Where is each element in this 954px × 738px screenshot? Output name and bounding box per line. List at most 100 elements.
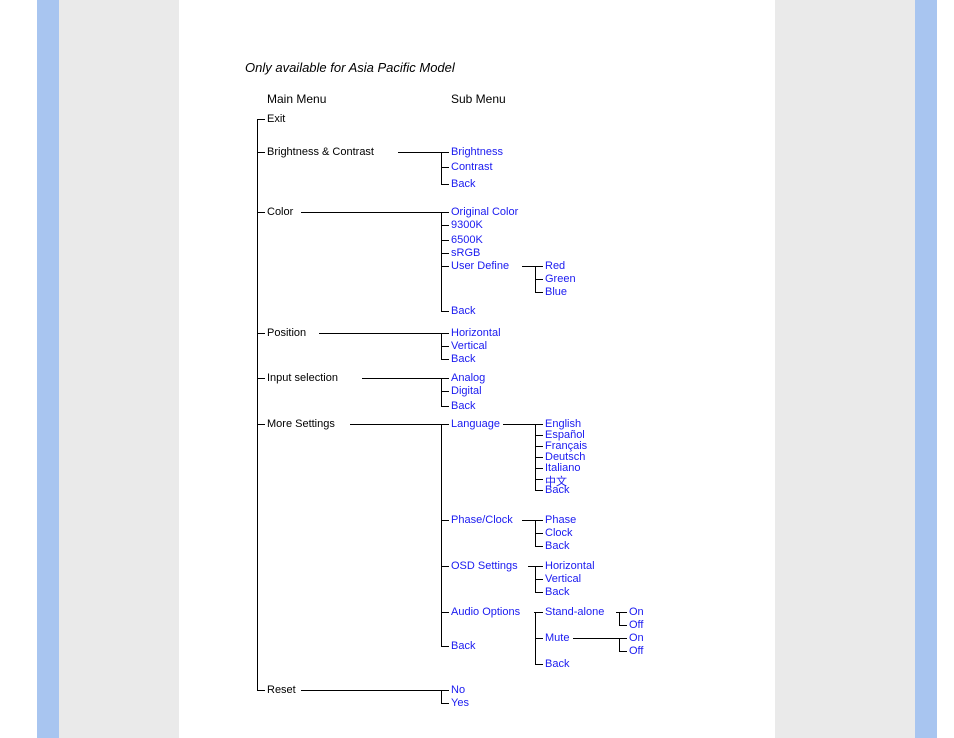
tree-line	[535, 638, 543, 639]
sub2-item: Clock	[545, 527, 573, 539]
tree-line	[535, 435, 543, 436]
tree-line	[535, 479, 543, 480]
tree-line	[535, 566, 543, 567]
tree-line	[257, 690, 265, 691]
column-header-sub: Sub Menu	[451, 92, 506, 106]
tree-line	[535, 664, 543, 665]
tree-line	[535, 520, 543, 521]
sub-item: 9300K	[451, 219, 483, 231]
sub-item: OSD Settings	[451, 560, 518, 572]
sub-item: Back	[451, 400, 475, 412]
sub-item: Yes	[451, 697, 469, 709]
sub2-item: Mute	[545, 632, 569, 644]
side-stripe-gray-right	[775, 0, 915, 738]
sub2-item: Stand-alone	[545, 606, 604, 618]
tree-line	[441, 566, 449, 567]
document-page: Only available for Asia Pacific Model Ma…	[179, 0, 775, 738]
tree-line	[398, 152, 441, 153]
tree-line	[535, 468, 543, 469]
tree-line	[257, 333, 265, 334]
tree-line	[619, 638, 620, 651]
tree-line	[441, 225, 449, 226]
tree-line	[573, 638, 619, 639]
tree-line	[441, 612, 449, 613]
tree-line	[441, 359, 449, 360]
sub-item: Digital	[451, 385, 482, 397]
tree-line	[441, 212, 449, 213]
tree-line	[362, 378, 441, 379]
tree-line	[441, 266, 449, 267]
tree-line	[535, 579, 543, 580]
tree-line	[535, 266, 543, 267]
main-item-bc: Brightness & Contrast	[267, 146, 374, 158]
sub-item: Language	[451, 418, 500, 430]
sub3-item: Off	[629, 645, 643, 657]
main-item-input: Input selection	[267, 372, 338, 384]
sub-item: Horizontal	[451, 327, 501, 339]
tree-line	[441, 646, 449, 647]
sub2-item: Horizontal	[545, 560, 595, 572]
tree-line	[441, 406, 449, 407]
sub-item: Vertical	[451, 340, 487, 352]
tree-line	[441, 424, 449, 425]
tree-line	[441, 346, 449, 347]
tree-line	[535, 592, 543, 593]
sub2-item: Back	[545, 540, 569, 552]
side-stripe-blue-right	[915, 0, 937, 738]
sub2-item: Red	[545, 260, 565, 272]
sub-item: Audio Options	[451, 606, 520, 618]
sub2-item: Back	[545, 658, 569, 670]
tree-line	[535, 292, 543, 293]
side-stripe-blue-left	[37, 0, 59, 738]
tree-line	[522, 266, 535, 267]
tree-line	[257, 152, 265, 153]
tree-line	[535, 279, 543, 280]
tree-line	[350, 424, 441, 425]
sub3-item: On	[629, 632, 644, 644]
tree-line	[619, 638, 627, 639]
sub-item: Back	[451, 353, 475, 365]
tree-line	[441, 167, 449, 168]
sub2-item: Back	[545, 484, 569, 496]
tree-line	[619, 625, 627, 626]
tree-line	[619, 651, 627, 652]
main-item-position: Position	[267, 327, 306, 339]
tree-line	[257, 378, 265, 379]
sub2-item: Vertical	[545, 573, 581, 585]
page-title: Only available for Asia Pacific Model	[245, 60, 455, 75]
sub-item: 6500K	[451, 234, 483, 246]
tree-line	[441, 152, 442, 184]
sub3-item: On	[629, 606, 644, 618]
tree-line	[503, 424, 535, 425]
tree-line	[319, 333, 441, 334]
tree-line	[441, 212, 442, 311]
tree-line	[441, 391, 449, 392]
tree-line	[535, 446, 543, 447]
sub-item: Brightness	[451, 146, 503, 158]
tree-line	[301, 212, 441, 213]
tree-line	[522, 520, 535, 521]
sub-item: Analog	[451, 372, 485, 384]
tree-line	[441, 311, 449, 312]
tree-line	[535, 424, 543, 425]
main-item-reset: Reset	[267, 684, 296, 696]
tree-line	[441, 378, 442, 406]
tree-line	[257, 424, 265, 425]
sub-item: Back	[451, 640, 475, 652]
tree-line	[441, 152, 449, 153]
side-stripe-gray-left	[59, 0, 179, 738]
tree-line	[535, 490, 543, 491]
column-header-main: Main Menu	[267, 92, 326, 106]
sub-item: Contrast	[451, 161, 493, 173]
main-item-more: More Settings	[267, 418, 335, 430]
tree-line	[441, 184, 449, 185]
sub2-item: Back	[545, 586, 569, 598]
sub3-item: Off	[629, 619, 643, 631]
sub-item: No	[451, 684, 465, 696]
tree-line	[619, 612, 620, 625]
tree-line	[441, 253, 449, 254]
tree-line	[528, 566, 535, 567]
tree-line	[301, 690, 441, 691]
sub2-item: Phase	[545, 514, 576, 526]
sub-item: Phase/Clock	[451, 514, 513, 526]
